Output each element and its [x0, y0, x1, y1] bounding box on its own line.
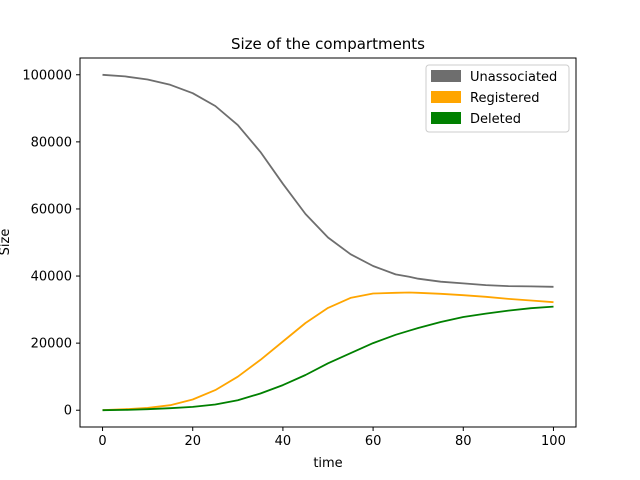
y-tick-label: 20000	[31, 337, 72, 352]
x-tick-label: 20	[184, 434, 201, 449]
y-tick-label: 80000	[31, 135, 72, 150]
y-tick-label: 100000	[22, 68, 72, 83]
plot-frame	[79, 57, 577, 428]
legend-label-deleted: Deleted	[470, 112, 521, 127]
series-line-deleted	[102, 305, 554, 412]
x-tick-label: 60	[365, 434, 382, 449]
x-tick-label: 0	[98, 434, 106, 449]
y-tick-label: 40000	[31, 270, 72, 285]
legend-box	[425, 64, 570, 133]
series-layer	[102, 73, 554, 412]
x-tick-label: 100	[541, 434, 566, 449]
x-tick-label: 80	[455, 434, 472, 449]
y-tick-label: 0	[64, 404, 72, 419]
legend-swatch-unassociated	[431, 70, 461, 82]
chart-title: Size of the compartments	[231, 35, 425, 53]
x-axis-label: time	[313, 456, 342, 471]
legend: Unassociated Registered Deleted	[425, 64, 570, 133]
x-tick-label: 40	[275, 434, 292, 449]
legend-swatch-registered	[431, 91, 461, 103]
y-axis-label: Size	[0, 229, 13, 256]
legend-label-registered: Registered	[470, 91, 540, 106]
series-line-registered	[102, 291, 554, 412]
legend-label-unassociated: Unassociated	[470, 70, 557, 85]
y-tick-label: 60000	[31, 202, 72, 217]
series-line-unassociated	[102, 73, 554, 288]
legend-swatch-deleted	[431, 112, 461, 124]
y-axis-ticks: 0 20000 40000 60000 80000 100000	[22, 68, 80, 419]
x-axis-ticks: 0 20 40 60 80 100	[98, 427, 566, 449]
